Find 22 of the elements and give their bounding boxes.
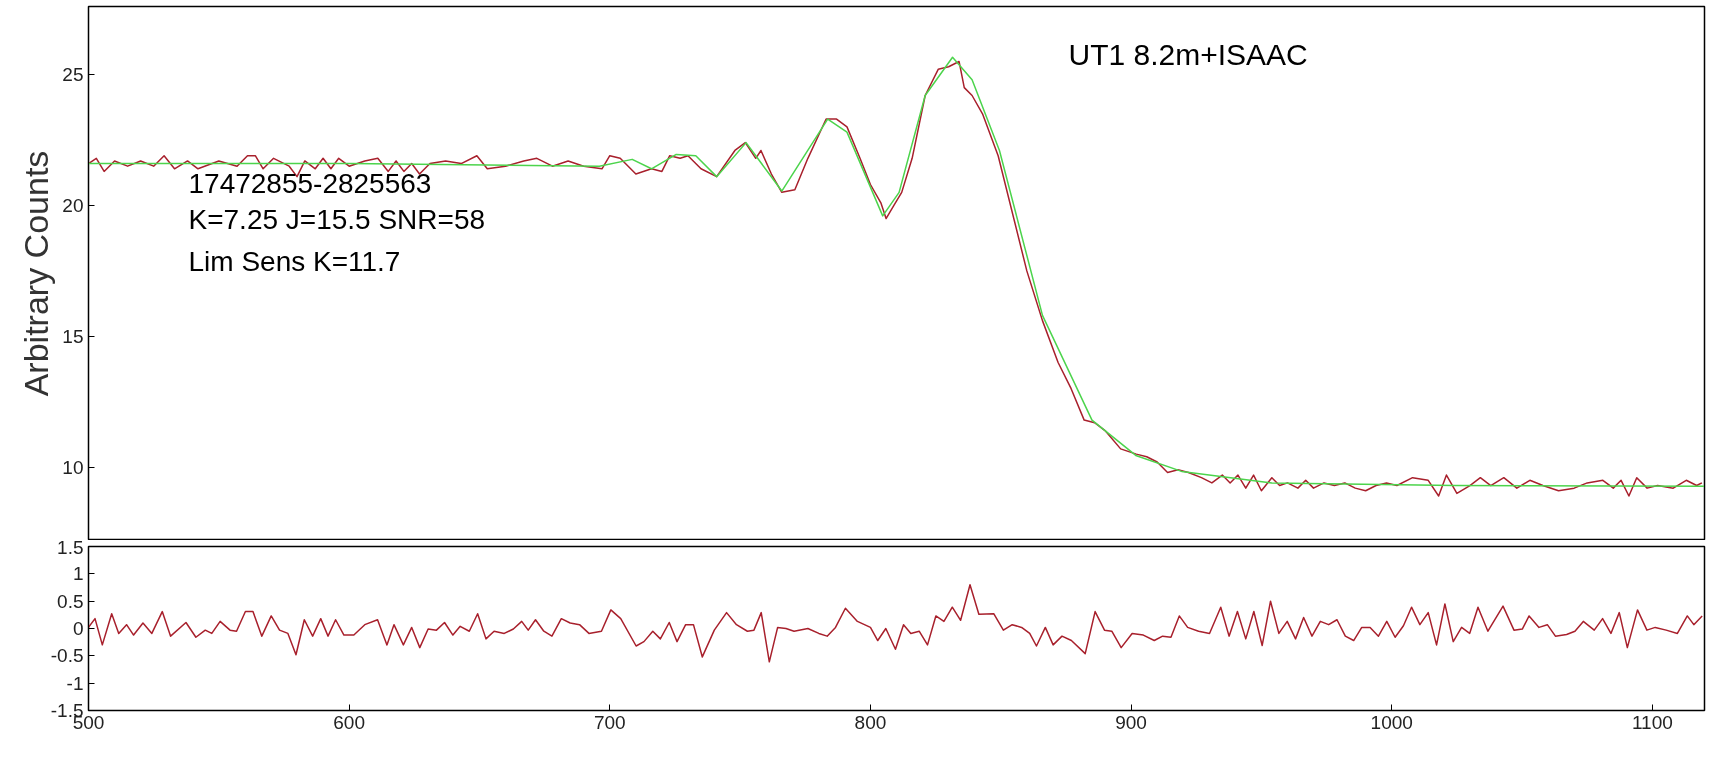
y-tick-label: 10 <box>62 456 84 478</box>
y-tick-label: 1.5 <box>57 536 84 558</box>
y-tick-label: -0.5 <box>50 645 84 667</box>
x-tick-label: 600 <box>333 711 365 733</box>
y-axis-title: Arbitrary Counts <box>17 150 56 397</box>
y-tick-label: 1 <box>72 563 84 585</box>
x-tick-label: 1100 <box>1631 711 1673 733</box>
x-tick-label: 700 <box>593 711 626 733</box>
y-tick-label: 25 <box>62 64 84 86</box>
y-tick-label: 0 <box>72 618 84 639</box>
y-tick-label: 0.5 <box>57 590 84 612</box>
x-tick-label: 800 <box>854 711 887 733</box>
y-tick-label: 15 <box>62 325 84 347</box>
annotation: 17472855-2825563 <box>188 167 432 199</box>
annotation: UT1 8.2m+ISAAC <box>1068 37 1308 71</box>
y-tick-label: 20 <box>62 194 84 216</box>
y-tick-label: -1 <box>66 672 84 694</box>
x-tick-label: 900 <box>1115 711 1147 733</box>
line-series <box>88 584 1703 663</box>
annotation: K=7.25 J=15.5 SNR=58 <box>188 203 486 235</box>
annotation: Lim Sens K=11.7 <box>188 245 401 277</box>
x-tick-label: 1000 <box>1370 711 1413 733</box>
